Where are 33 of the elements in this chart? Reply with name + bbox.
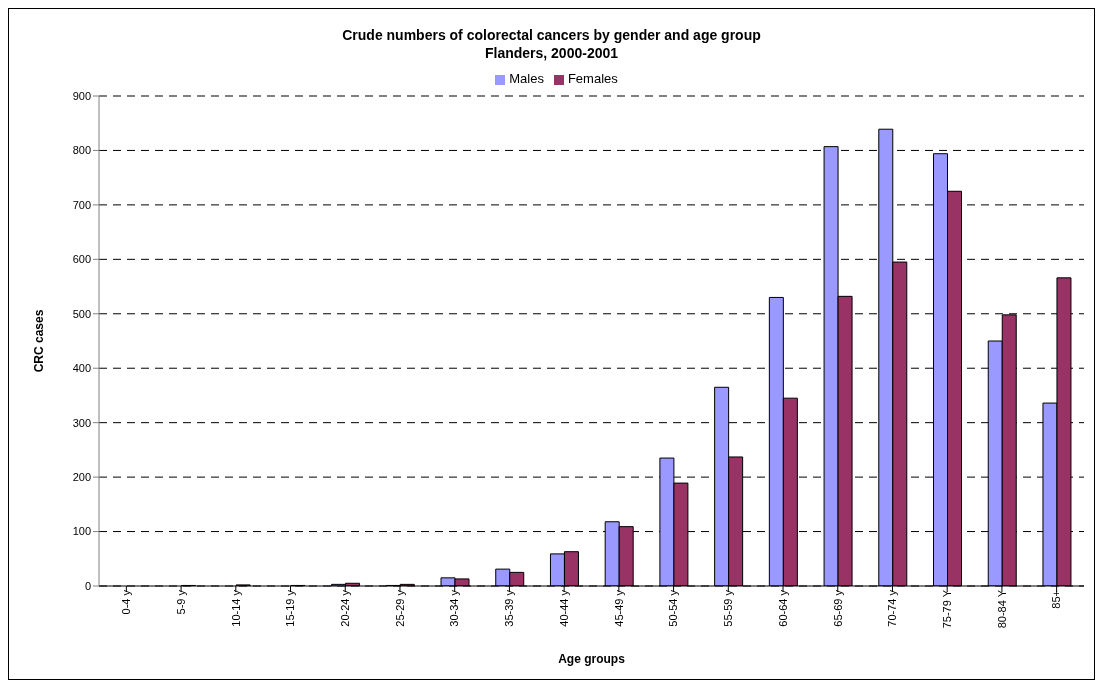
chart-subtitle: Flanders, 2000-2001 [483,45,620,61]
y-tick-label: 0 [84,579,91,592]
y-tick-label: 600 [72,253,91,266]
x-tick-label: 0-4 y [120,589,133,615]
x-tick-label: 5-9 y [174,589,187,615]
y-tick-label: 200 [72,471,91,484]
x-tick-label: 10-14 y [229,589,242,627]
x-tick-label: 85+ [1050,590,1063,609]
y-tick-label: 100 [72,525,91,538]
x-tick-label: 55-59 y [722,589,735,627]
y-tick-label: 900 [72,89,91,102]
legend-label: Females [567,71,618,86]
x-tick-label: 35-39 y [503,589,516,627]
x-tick-label: 70-74 y [886,589,899,627]
x-tick-label: 45-49 y [612,589,625,627]
x-tick-label: 65-69 y [831,589,844,627]
x-tick-label: 40-44 y [557,589,570,627]
y-tick-label: 500 [72,307,91,320]
x-tick-label: 50-54 y [667,589,680,627]
x-tick-label: 80-84 Y [995,589,1008,629]
x-tick-label: 60-64 y [776,589,789,627]
x-tick-label: 25-29 y [393,589,406,627]
legend-label: Males [509,71,544,86]
x-tick-label: 20-24 y [339,589,352,627]
y-axis-title: CRC cases [32,309,47,373]
y-tick-label: 800 [72,144,91,157]
y-tick-label: 400 [72,362,91,375]
chart-title: Crude numbers of colorectal cancers by gender and age group [341,27,762,43]
y-tick-label: 700 [72,198,91,211]
x-axis-title: Age groups [558,652,626,666]
y-tick-label: 300 [72,416,91,429]
x-tick-label: 75-79 Y [941,589,953,629]
x-tick-label: 30-34 y [448,589,461,627]
